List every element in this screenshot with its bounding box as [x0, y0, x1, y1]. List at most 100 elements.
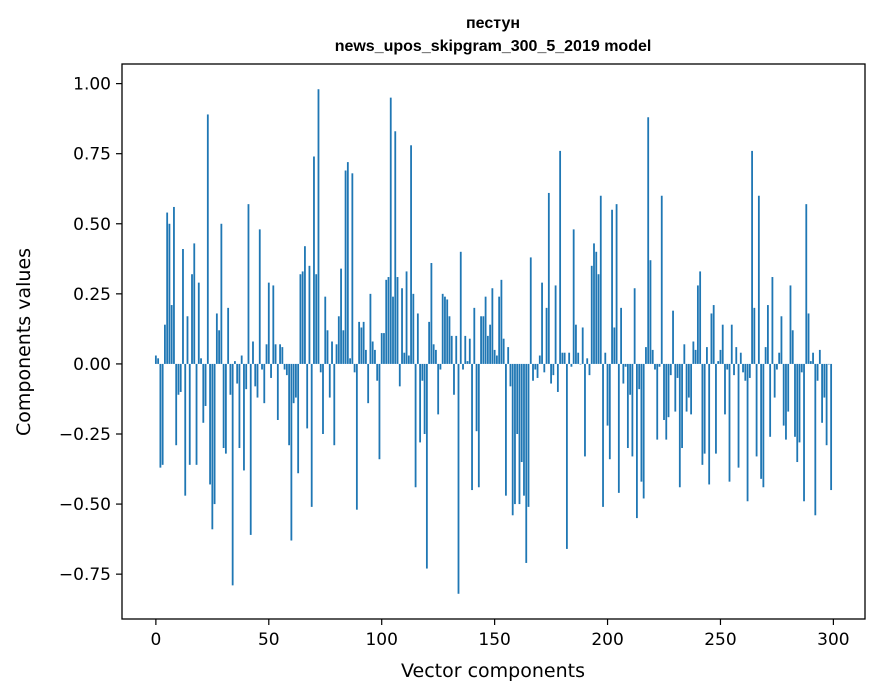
bar	[448, 316, 451, 364]
bar	[514, 363, 516, 505]
bar	[669, 363, 672, 376]
bar	[654, 363, 656, 370]
bars-group	[154, 89, 833, 594]
bar	[401, 288, 403, 364]
bar	[814, 363, 817, 516]
bar	[696, 285, 699, 364]
bar	[746, 363, 749, 502]
bar	[805, 204, 808, 364]
bar	[590, 265, 593, 364]
bar	[416, 313, 419, 364]
bar	[403, 352, 406, 364]
bar	[283, 363, 286, 370]
y-tick-label: −0.50	[59, 495, 111, 515]
bar	[687, 363, 690, 398]
bar	[733, 363, 735, 376]
bar	[561, 352, 564, 364]
bar	[450, 335, 453, 364]
bar	[552, 363, 555, 376]
bar	[249, 363, 252, 535]
bar	[299, 274, 302, 364]
bar	[200, 358, 202, 364]
bar	[317, 89, 320, 364]
bar	[780, 316, 783, 364]
bar	[516, 363, 519, 434]
bar	[211, 363, 214, 530]
bar	[322, 363, 324, 434]
bar	[457, 363, 460, 594]
bar	[678, 363, 681, 488]
y-tick-label: −0.25	[59, 425, 111, 445]
bar	[444, 296, 446, 364]
bar	[297, 363, 300, 474]
bar	[518, 363, 521, 505]
bar	[304, 246, 306, 364]
bar	[231, 363, 234, 586]
bar	[595, 251, 598, 364]
bar	[568, 352, 571, 364]
bar	[315, 274, 318, 364]
bar	[258, 229, 261, 364]
bar	[739, 352, 742, 364]
bar	[310, 363, 313, 507]
bar	[787, 363, 790, 412]
bar	[360, 327, 363, 364]
bar	[520, 363, 523, 463]
bar	[252, 341, 254, 364]
bar	[459, 251, 462, 364]
bar	[489, 324, 492, 364]
y-tick-label: 0.00	[73, 355, 111, 375]
bar	[351, 173, 354, 364]
bar	[335, 344, 338, 364]
bar	[622, 363, 625, 384]
bar	[529, 257, 532, 364]
bar	[247, 204, 250, 364]
x-tick-label: 300	[817, 630, 849, 650]
bar	[270, 363, 272, 378]
bar	[658, 363, 661, 367]
bar	[319, 363, 322, 373]
bar	[387, 277, 390, 364]
bar	[597, 274, 600, 364]
bar	[660, 195, 663, 364]
bar	[396, 277, 399, 364]
bar	[202, 363, 205, 423]
bar	[177, 363, 180, 395]
bar	[421, 363, 424, 381]
bar	[197, 282, 200, 364]
bar	[726, 363, 729, 370]
bar	[703, 363, 706, 454]
bar	[509, 363, 512, 387]
bar	[766, 305, 769, 364]
bar	[204, 363, 207, 406]
bar	[773, 363, 776, 398]
bar	[789, 285, 792, 364]
bar	[495, 355, 498, 364]
bar	[195, 363, 198, 465]
bar	[665, 363, 668, 440]
bar	[809, 361, 812, 364]
bar	[272, 285, 275, 364]
bar	[455, 335, 458, 364]
bar	[525, 363, 528, 563]
bar	[798, 363, 801, 443]
bar	[432, 344, 435, 364]
bar	[706, 347, 708, 364]
bar	[606, 363, 609, 426]
bar	[234, 361, 236, 364]
bar	[715, 363, 717, 454]
bar	[468, 338, 471, 364]
bar	[570, 363, 573, 367]
bar	[794, 363, 796, 437]
bar	[224, 363, 227, 454]
bar	[218, 330, 221, 364]
y-axis-label: Components values	[13, 248, 35, 436]
bar	[292, 363, 295, 404]
bar	[462, 363, 464, 370]
bar	[692, 341, 695, 364]
bar	[435, 349, 437, 364]
bar	[572, 229, 575, 364]
bar	[624, 363, 627, 367]
bar	[484, 296, 487, 364]
